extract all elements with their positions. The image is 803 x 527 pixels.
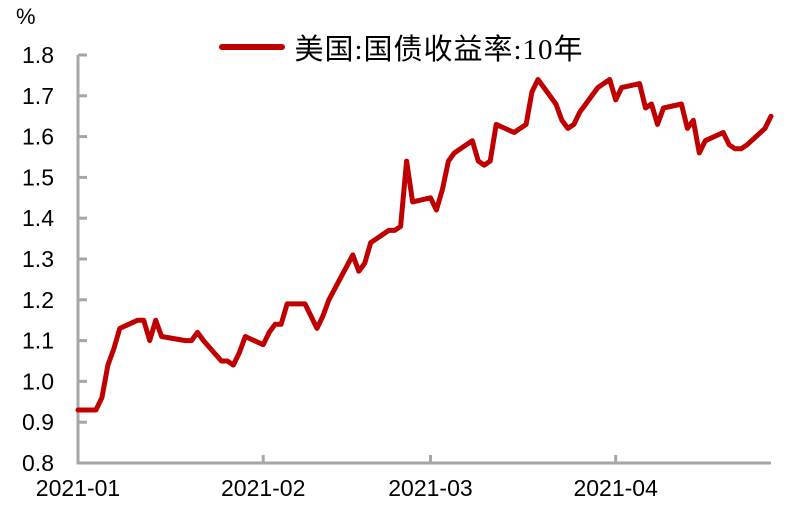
y-axis-tick-label: 0.8	[22, 450, 54, 476]
y-axis-tick-label: 0.9	[22, 409, 54, 435]
y-axis-tick-label: 1.1	[22, 328, 54, 354]
x-axis-tick-label: 2021-04	[573, 475, 658, 501]
y-axis-tick-label: 1.2	[22, 287, 54, 313]
y-axis-unit-label: %	[16, 4, 36, 29]
y-axis-tick-label: 1.3	[22, 246, 54, 272]
x-axis-tick-label: 2021-02	[221, 475, 305, 501]
y-axis-tick-label: 1.6	[22, 124, 54, 150]
x-axis-tick-label: 2021-01	[36, 475, 120, 501]
y-axis-tick-label: 1.8	[22, 42, 54, 68]
y-axis-tick-label: 1.7	[22, 83, 54, 109]
x-axis-tick-label: 2021-03	[388, 475, 472, 501]
y-axis-tick-label: 1.0	[22, 368, 54, 394]
axis-lines	[76, 55, 771, 465]
series-line-us10y	[75, 77, 774, 413]
y-axis-tick-label: 1.4	[22, 205, 54, 231]
y-axis-tick-label: 1.5	[22, 164, 54, 190]
